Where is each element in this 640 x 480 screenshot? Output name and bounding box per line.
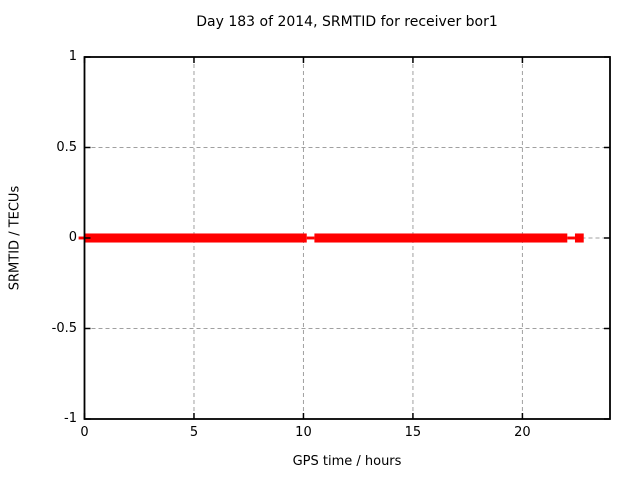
chart-title: Day 183 of 2014, SRMTID for receiver bor… <box>196 14 498 30</box>
y-tick-label-0.5: 0.5 <box>56 139 77 155</box>
data-segment-1 <box>84 233 307 243</box>
y-tick-label--1: -1 <box>64 411 77 426</box>
series-layer <box>78 233 584 243</box>
y-tick-label-1: 1 <box>68 49 77 64</box>
x-tick-label-5: 5 <box>189 425 199 440</box>
x-tick-label-20: 20 <box>514 425 531 440</box>
data-segment-0 <box>78 236 85 240</box>
x-axis-label: GPS time / hours <box>292 454 402 469</box>
data-segment-5 <box>574 233 584 243</box>
data-segment-3 <box>314 233 568 243</box>
data-segment-2 <box>306 236 315 240</box>
data-segment-4 <box>567 236 575 240</box>
x-tick-label-10: 10 <box>295 425 312 440</box>
y-tick-label-0: 0 <box>68 230 77 245</box>
y-tick-label--0.5: -0.5 <box>51 320 77 336</box>
x-tick-label-0: 0 <box>80 425 89 440</box>
x-tick-label-15: 15 <box>404 425 422 440</box>
tick-layer <box>83 56 610 420</box>
